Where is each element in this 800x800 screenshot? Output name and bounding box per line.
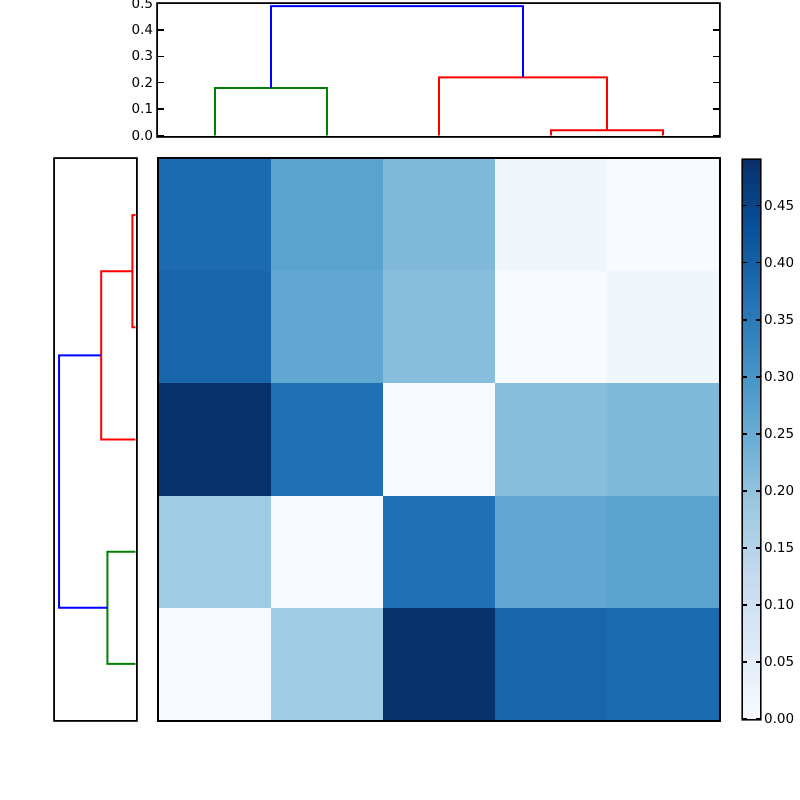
heatmap-cell-r5c2 xyxy=(271,607,383,720)
heatmap-cell-r4c2 xyxy=(271,495,383,608)
heatmap-cell-r2c4 xyxy=(495,271,607,384)
dendrogram-link-blue xyxy=(270,5,524,88)
colorbar-tick xyxy=(743,604,747,606)
left-dendrogram-axes xyxy=(55,159,136,720)
heatmap-cell-r2c2 xyxy=(271,271,383,384)
colorbar-tick xyxy=(743,318,747,321)
colorbar-tick xyxy=(743,375,747,378)
dendrogram-link-red xyxy=(438,76,608,136)
dendrogram-link-red xyxy=(100,270,136,441)
colorbar-tick-right xyxy=(756,547,760,549)
colorbar-tick-right xyxy=(756,261,760,264)
colorbar-tick-label: 0.30 xyxy=(764,368,795,385)
heatmap-cell-r4c3 xyxy=(383,495,495,608)
colorbar-tick-right xyxy=(756,490,760,492)
colorbar-tick-right xyxy=(756,432,760,435)
top-dendrogram-links xyxy=(214,5,664,136)
colorbar xyxy=(743,160,760,719)
top-dendrogram-ytick-right xyxy=(713,134,719,137)
colorbar-tick-right xyxy=(756,204,760,207)
heatmap-cell-r2c5 xyxy=(607,271,719,384)
colorbar-tick-label: 0.35 xyxy=(764,311,795,328)
top-dendrogram-ytick-right xyxy=(713,108,719,110)
top-dendrogram-ytick-right xyxy=(713,81,719,84)
heatmap-cell-r3c2 xyxy=(271,383,383,496)
dendrogram-link-red xyxy=(550,129,664,136)
heatmap-cell-r3c3 xyxy=(383,383,495,496)
colorbar-tick xyxy=(743,204,747,207)
heatmap-cell-r5c5 xyxy=(607,607,719,720)
heatmap-cell-r1c5 xyxy=(607,159,719,272)
colorbar-tick-right xyxy=(756,604,760,606)
heatmap-cell-r4c5 xyxy=(607,495,719,608)
heatmap-cell-r2c1 xyxy=(159,271,271,384)
top-dendrogram-ytick-right xyxy=(713,29,719,31)
dendrogram-link-green xyxy=(106,550,136,665)
colorbar-tick-label: 0.00 xyxy=(764,711,795,727)
heatmap-cell-r3c1 xyxy=(159,383,271,496)
top-dendrogram-ytick xyxy=(158,2,164,5)
dendrogram-link-blue xyxy=(58,354,108,609)
heatmap-cell-r4c1 xyxy=(159,495,271,608)
dendrogram-link-green xyxy=(214,86,328,136)
colorbar-tick-label: 0.25 xyxy=(764,425,795,442)
top-dendrogram-ytick-label: 0.5 xyxy=(131,0,153,12)
top-dendrogram-ytick xyxy=(158,108,164,110)
heatmap-cell-r1c1 xyxy=(159,159,271,272)
left-dendrogram-links xyxy=(58,214,136,665)
top-dendrogram-ytick-label: 0.2 xyxy=(131,74,153,91)
colorbar-tick-label: 0.40 xyxy=(764,254,795,271)
top-dendrogram-ytick-label: 0.0 xyxy=(131,127,153,144)
colorbar-tick xyxy=(743,661,747,663)
heatmap-cell-r1c3 xyxy=(383,159,495,272)
heatmap-cell-r5c3 xyxy=(383,607,495,720)
colorbar-tick xyxy=(743,490,747,492)
top-dendrogram-ytick-right xyxy=(713,55,719,58)
top-dendrogram-ytick xyxy=(158,55,164,58)
top-dendrogram-ytick-label: 0.4 xyxy=(131,21,153,38)
colorbar-tick-label: 0.05 xyxy=(764,653,795,670)
heatmap-cell-r1c4 xyxy=(495,159,607,272)
colorbar-tick-right xyxy=(756,661,760,663)
colorbar-tick-right xyxy=(756,375,760,378)
colorbar-tick xyxy=(743,547,747,549)
colorbar-tick-right xyxy=(756,718,760,720)
heatmap-cell-r4c4 xyxy=(495,495,607,608)
colorbar-tick-label: 0.45 xyxy=(764,197,795,214)
colorbar-tick xyxy=(743,261,747,264)
heatmap-cell-r1c2 xyxy=(271,159,383,272)
heatmap-cell-r2c3 xyxy=(383,271,495,384)
top-dendrogram-ytick-right xyxy=(713,2,719,5)
heatmap-cell-r3c4 xyxy=(495,383,607,496)
top-dendrogram-ytick xyxy=(158,81,164,84)
top-dendrogram-axes xyxy=(158,4,719,136)
heatmap-cell-r3c5 xyxy=(607,383,719,496)
heatmap xyxy=(159,159,719,720)
colorbar-tick xyxy=(743,432,747,435)
dendrogram-link-red xyxy=(131,214,136,329)
top-dendrogram-ytick-label: 0.3 xyxy=(131,48,153,65)
heatmap-cell-r5c4 xyxy=(495,607,607,720)
colorbar-tick xyxy=(743,718,747,720)
colorbar-tick-label: 0.20 xyxy=(764,482,795,499)
heatmap-cell-r5c1 xyxy=(159,607,271,720)
top-dendrogram-ytick xyxy=(158,134,164,137)
colorbar-tick-label: 0.15 xyxy=(764,539,795,556)
top-dendrogram-ytick-label: 0.1 xyxy=(131,101,153,118)
top-dendrogram-ytick xyxy=(158,29,164,31)
colorbar-tick-right xyxy=(756,318,760,321)
colorbar-tick-label: 0.10 xyxy=(764,596,795,613)
